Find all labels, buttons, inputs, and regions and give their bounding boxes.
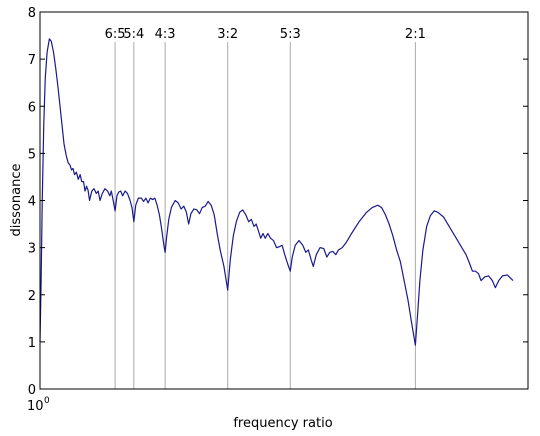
- ratio-label-6-5: 6:5: [105, 27, 126, 42]
- y-tick-label: 2: [28, 289, 36, 304]
- ratio-label-4-3: 4:3: [155, 27, 176, 42]
- dissonance-curve: [39, 38, 514, 346]
- y-tick-label: 0: [28, 383, 36, 398]
- y-tick-label: 6: [28, 100, 36, 115]
- y-tick-label: 1: [28, 336, 36, 351]
- x-tick-label-exponent: 0: [44, 396, 50, 406]
- series-layer: [39, 38, 514, 346]
- plot-area: [40, 12, 528, 389]
- ratio-label-5-3: 5:3: [280, 27, 301, 42]
- ratio-label-2-1: 2:1: [405, 27, 426, 42]
- ratio-marker-lines: [114, 42, 416, 389]
- y-tick-label: 4: [28, 195, 36, 210]
- x-tick-label-base: 10: [27, 399, 44, 414]
- x-axis-tick-label: 10 0: [27, 396, 50, 414]
- y-tick-label: 8: [28, 6, 36, 21]
- y-tick-label: 5: [28, 147, 36, 162]
- ratio-marker-labels: 6:55:4 4:3 3:2 5:3 2:1: [105, 27, 426, 42]
- y-tick-label: 3: [28, 242, 36, 257]
- y-axis-label: dissonance: [9, 164, 24, 237]
- y-tick-label: 7: [28, 53, 36, 68]
- y-axis-ticks: 0 1 2 3 4 5 6 7 8: [28, 6, 528, 398]
- ratio-label-3-2: 3:2: [217, 27, 238, 42]
- x-axis-label: frequency ratio: [233, 416, 332, 431]
- ratio-label-5-4: 5:4: [123, 27, 144, 42]
